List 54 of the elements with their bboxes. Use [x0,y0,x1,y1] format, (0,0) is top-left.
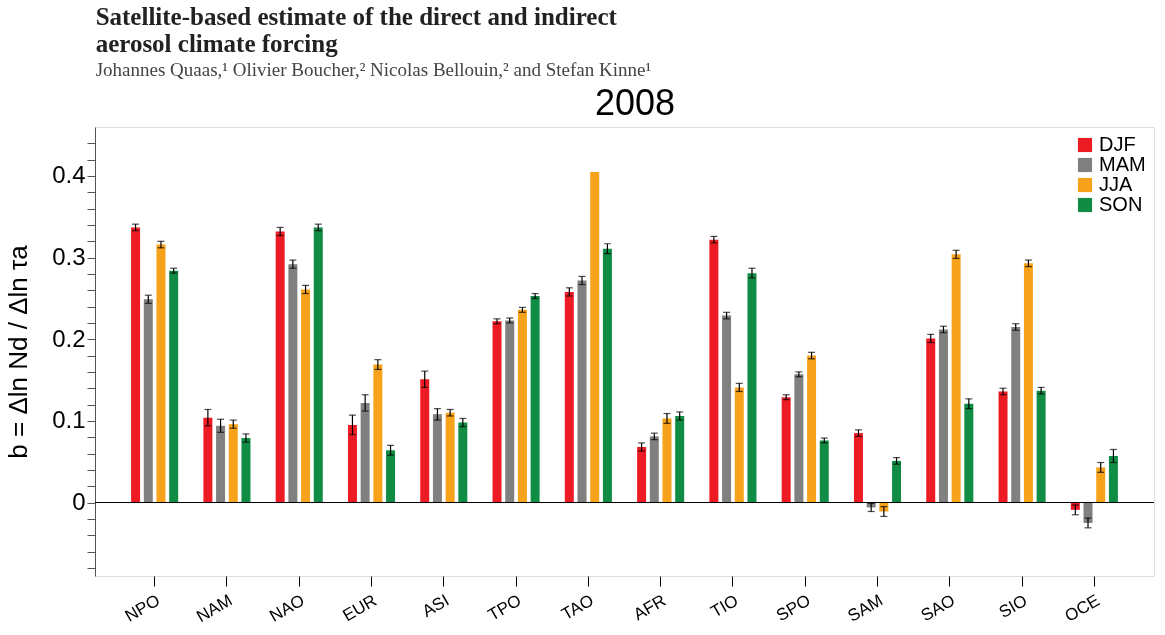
x-tick-label: SAM [844,590,886,626]
bar [637,447,647,503]
x-tick-label: TIO [707,590,742,622]
legend-label: MAM [1099,153,1146,175]
x-tick-label: SPO [773,590,814,626]
bar [964,403,974,503]
y-tick-label: 0.4 [52,161,86,189]
chart-subtitle: Johannes Quaas,¹ Olivier Boucher,² Nicolas Bellouin,² and Stefan Kinne¹ [95,59,652,80]
y-tick-label: 0 [72,488,86,516]
bar [275,231,285,503]
text: aerosol climate forcing [95,30,338,57]
x-tick-label: NAM [193,590,236,627]
bar [143,299,153,503]
bar [216,425,226,503]
bar [288,264,298,503]
bar [420,379,430,503]
bar [228,424,238,503]
y-axis-title: b = Δln Nd / Δln τa [3,244,34,459]
bar [602,248,612,503]
x-tick-label: AFR [630,590,670,625]
bar [1108,455,1118,503]
bar [747,273,757,503]
x-tick-label: OCE [1061,590,1103,626]
y-tick-label: 0.2 [52,324,86,352]
bar [203,417,213,503]
bar [734,387,744,503]
bar [301,289,311,503]
y-tick-label: 0.3 [52,243,86,271]
bar [577,280,587,503]
bar [926,338,936,503]
bar [373,364,383,503]
bar [241,438,251,503]
x-tick-label: TPO [484,590,525,625]
legend-label: SON [1099,193,1143,215]
y-tick-label: 0.1 [52,406,86,434]
x-tick-label: EUR [339,590,380,626]
bar [347,424,357,503]
x-tick-label: TAO [558,590,597,625]
bar [951,254,961,503]
text: Satellite-based estimate of the direct and indirect [95,3,617,30]
x-tick-label: SIO [995,590,1031,622]
bar [432,414,442,503]
x-tick-label: NPO [121,590,164,626]
text: 2008 [595,82,676,123]
bar [662,418,672,503]
legend-label: DJF [1099,133,1136,155]
x-tick-label: ASI [419,590,453,621]
bar [386,450,396,503]
x-tick-label: NAO [266,590,308,626]
legend-label: JJA [1099,173,1133,195]
bar [360,402,370,503]
bar [590,171,600,503]
bar [1096,467,1106,503]
x-tick-label: SAO [917,590,959,626]
